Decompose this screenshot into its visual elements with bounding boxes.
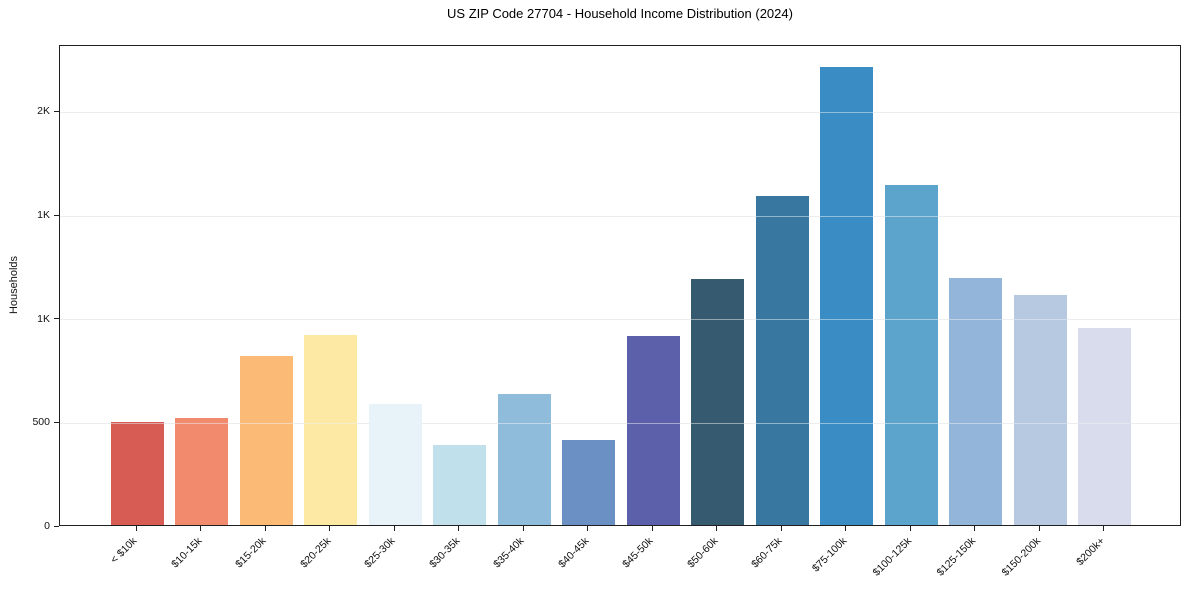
bar — [949, 278, 1003, 525]
y-tick-mark — [54, 421, 59, 423]
x-tick-label: $20-25k — [297, 535, 334, 571]
x-tick-label: $200k+ — [1074, 535, 1108, 569]
x-tick-mark — [1038, 526, 1040, 531]
x-tick-mark — [522, 526, 524, 531]
plot-area — [59, 45, 1181, 526]
y-tick-label: 1K — [37, 312, 50, 325]
y-tick-mark — [54, 110, 59, 112]
bar — [368, 403, 422, 525]
x-tick-label: $40-45k — [555, 535, 592, 571]
x-tick-label: $25-30k — [362, 535, 398, 571]
x-tick-label: $35-40k — [491, 535, 527, 571]
x-tick-mark — [716, 526, 718, 531]
bar — [1078, 327, 1132, 525]
gridline-overlay — [60, 215, 1180, 217]
x-tick-mark — [651, 526, 653, 531]
bar — [110, 422, 164, 525]
y-tick-mark — [54, 525, 59, 527]
y-axis: 0 500 1K 1K 2K — [0, 45, 59, 531]
x-tick-mark — [135, 526, 137, 531]
chart-title: US ZIP Code 27704 - Household Income Dis… — [447, 6, 793, 21]
bar — [497, 393, 551, 525]
x-tick-mark — [909, 526, 911, 531]
x-tick-mark — [1103, 526, 1105, 531]
x-tick-label: $30-35k — [426, 535, 463, 571]
bar — [755, 196, 809, 525]
x-tick-mark — [587, 526, 589, 531]
x-tick-label: $45-50k — [620, 535, 656, 571]
bar — [562, 439, 616, 525]
bar — [239, 355, 293, 525]
y-tick-mark — [54, 318, 59, 320]
x-tick-mark — [780, 526, 782, 531]
x-tick-label: $100-125k — [870, 535, 914, 579]
gridline-overlay — [60, 111, 1180, 113]
x-tick-label: < $10k — [108, 535, 140, 566]
bar — [691, 279, 745, 525]
bar — [884, 184, 938, 525]
y-tick-label: 2K — [37, 105, 50, 118]
x-tick-mark — [329, 526, 331, 531]
x-tick-label: $60-75k — [749, 535, 785, 571]
y-tick-label: 0 — [44, 520, 50, 532]
x-tick-label: $10-15k — [168, 535, 205, 571]
x-tick-mark — [974, 526, 976, 531]
x-tick-label: $50-60k — [684, 535, 721, 571]
bar — [304, 334, 358, 525]
gridline-overlay — [60, 319, 1180, 321]
bar — [1013, 295, 1067, 525]
gridline-overlay — [60, 422, 1180, 424]
bar — [626, 335, 680, 525]
x-tick-label: $15-20k — [233, 535, 269, 571]
x-tick-mark — [393, 526, 395, 531]
y-tick-label: 500 — [32, 416, 50, 429]
x-tick-label: $125-150k — [934, 535, 979, 579]
x-axis: < $10k $10-15k $15-20k $20-25k $25-30k $30-35… — [59, 526, 1181, 590]
y-tick-label: 1K — [37, 209, 50, 221]
y-tick-mark — [54, 214, 59, 216]
bar — [175, 418, 229, 525]
x-tick-mark — [458, 526, 460, 531]
x-tick-label: $75-100k — [809, 535, 850, 575]
x-tick-mark — [264, 526, 266, 531]
bar — [820, 66, 874, 525]
x-tick-mark — [200, 526, 202, 531]
bar — [433, 444, 487, 525]
x-tick-mark — [845, 526, 847, 531]
x-tick-label: $150-200k — [999, 535, 1043, 579]
